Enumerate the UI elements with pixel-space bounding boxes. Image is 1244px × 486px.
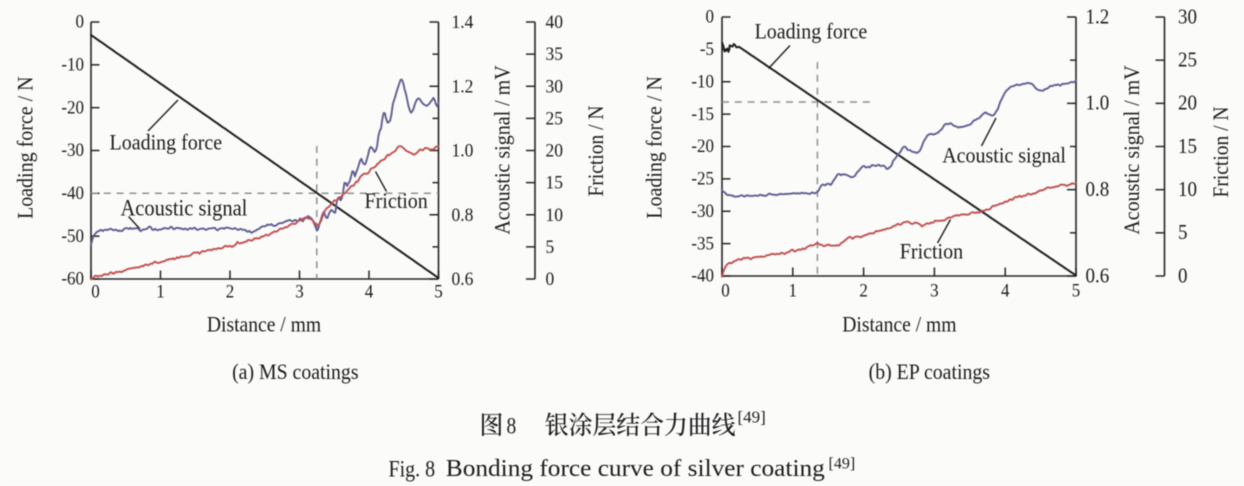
- svg-text:-35: -35: [691, 233, 714, 254]
- svg-text:-20: -20: [61, 97, 84, 118]
- svg-text:Friction / N: Friction / N: [1210, 106, 1233, 197]
- svg-text:0.8: 0.8: [452, 204, 474, 225]
- svg-text:5: 5: [546, 236, 555, 257]
- svg-text:-10: -10: [691, 71, 714, 92]
- svg-text:0: 0: [705, 6, 714, 27]
- svg-text:Fig. 8: Fig. 8: [389, 456, 436, 482]
- svg-text:4: 4: [1001, 280, 1010, 301]
- svg-text:15: 15: [546, 172, 563, 193]
- svg-text:25: 25: [1178, 49, 1197, 72]
- svg-text:-15: -15: [691, 103, 714, 124]
- svg-text:1.2: 1.2: [1086, 6, 1110, 29]
- svg-text:Loading force / N: Loading force / N: [641, 76, 666, 219]
- svg-text:35: 35: [546, 43, 563, 64]
- svg-text:20: 20: [1178, 92, 1197, 115]
- svg-text:3: 3: [930, 280, 939, 301]
- svg-text:5: 5: [1072, 280, 1081, 301]
- svg-text:5: 5: [1178, 221, 1188, 244]
- svg-text:1: 1: [156, 281, 165, 302]
- svg-text:5: 5: [434, 281, 443, 302]
- svg-text:(a) MS coatings: (a) MS coatings: [232, 359, 358, 384]
- svg-text:20: 20: [546, 140, 563, 161]
- svg-text:-20: -20: [691, 135, 714, 156]
- svg-text:-30: -30: [61, 139, 84, 160]
- svg-text:(b) EP coatings: (b) EP coatings: [869, 359, 990, 384]
- svg-text:8: 8: [507, 413, 517, 439]
- svg-text:[49]: [49]: [738, 408, 766, 427]
- svg-text:-40: -40: [61, 182, 84, 203]
- svg-text:-60: -60: [61, 268, 84, 289]
- svg-text:Distance / mm: Distance / mm: [207, 313, 321, 337]
- svg-text:0.6: 0.6: [1086, 265, 1110, 288]
- svg-text:40: 40: [546, 11, 563, 32]
- svg-text:Distance / mm: Distance / mm: [842, 313, 956, 337]
- svg-text:0.8: 0.8: [1086, 178, 1110, 201]
- svg-text:Friction: Friction: [365, 188, 429, 213]
- svg-text:Friction: Friction: [900, 238, 964, 263]
- svg-text:Bonding force curve of silver: Bonding force curve of silver coating: [446, 456, 825, 482]
- svg-text:0: 0: [91, 281, 100, 302]
- svg-text:4: 4: [365, 281, 374, 302]
- svg-text:0: 0: [721, 280, 730, 301]
- svg-text:1.2: 1.2: [452, 76, 474, 97]
- svg-text:Acoustic signal: Acoustic signal: [121, 195, 248, 220]
- svg-text:Friction / N: Friction / N: [585, 105, 608, 196]
- svg-text:Acoustic signal: Acoustic signal: [942, 142, 1066, 167]
- svg-text:0: 0: [546, 268, 555, 289]
- svg-text:15: 15: [1178, 135, 1197, 158]
- svg-text:-40: -40: [691, 265, 714, 286]
- svg-text:Loading force: Loading force: [110, 129, 223, 154]
- svg-text:1: 1: [789, 280, 798, 301]
- svg-text:Loading force / N: Loading force / N: [12, 76, 37, 219]
- svg-text:-50: -50: [61, 225, 84, 246]
- svg-text:25: 25: [546, 108, 563, 129]
- svg-text:1.0: 1.0: [452, 140, 474, 161]
- svg-text:10: 10: [1178, 178, 1197, 201]
- svg-text:2: 2: [859, 280, 868, 301]
- svg-text:1.4: 1.4: [452, 11, 474, 32]
- svg-text:1.0: 1.0: [1086, 92, 1110, 115]
- svg-text:10: 10: [546, 204, 563, 225]
- svg-text:0: 0: [1178, 265, 1188, 288]
- svg-text:Acoustic signal / mV: Acoustic signal / mV: [1119, 65, 1144, 235]
- svg-text:-25: -25: [691, 168, 714, 189]
- svg-text:[49]: [49]: [829, 456, 856, 473]
- svg-text:Acoustic signal / mV: Acoustic signal / mV: [489, 65, 514, 235]
- svg-text:-30: -30: [691, 200, 714, 221]
- svg-text:Loading force: Loading force: [755, 18, 868, 43]
- svg-text:-5: -5: [700, 38, 714, 59]
- svg-text:30: 30: [546, 76, 563, 97]
- svg-text:-10: -10: [61, 54, 84, 75]
- svg-text:2: 2: [226, 281, 235, 302]
- svg-text:0: 0: [75, 11, 84, 32]
- svg-text:3: 3: [295, 281, 304, 302]
- svg-text:0.6: 0.6: [452, 268, 474, 289]
- svg-text:30: 30: [1178, 6, 1197, 29]
